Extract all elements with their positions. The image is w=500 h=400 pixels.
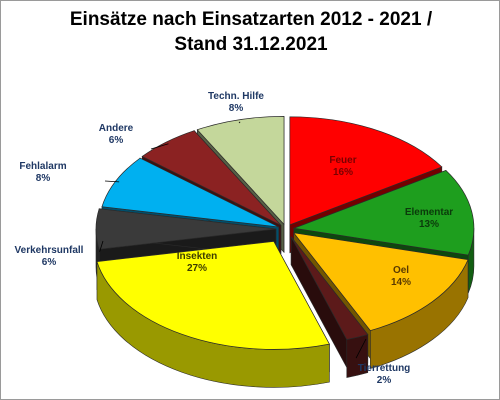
pie-slice-top <box>95 208 277 250</box>
pie-slice-tierrettung <box>290 235 369 378</box>
slice-value-elementar: 13% <box>419 219 439 230</box>
slice-label-verkehrsunfall: Verkehrsunfall <box>15 245 84 256</box>
slice-label-fehlalarm: Fehlalarm <box>19 161 66 172</box>
slice-value-insekten: 27% <box>187 263 207 274</box>
slice-value-oel: 14% <box>391 277 411 288</box>
pie-slice-top <box>101 157 279 228</box>
slice-value-feuer: 16% <box>333 167 353 178</box>
chart-title-line-2: Stand 31.12.2021 <box>174 34 328 55</box>
slice-label-insekten: Insekten <box>177 251 218 262</box>
leader-line-andere <box>150 143 169 150</box>
leader-line-tierrettung <box>355 338 367 359</box>
slice-label-techn-hilfe: Techn. Hilfe <box>208 91 264 102</box>
pie-slice-top <box>289 116 443 226</box>
pie-slice-top <box>196 116 285 226</box>
slice-label-feuer: Feuer <box>329 155 356 166</box>
chart-title-line-1: Einsätze nach Einsatzarten 2012 - 2021 / <box>69 9 433 30</box>
slice-label-andere: Andere <box>99 123 134 134</box>
slice-label-tierrettung: Tierrettung <box>358 363 411 374</box>
chart-title: Einsätze nach Einsatzarten 2012 - 2021 /… <box>1 7 499 57</box>
pie-slice-insekten <box>96 241 330 388</box>
slice-value-tierrettung: 2% <box>377 375 392 386</box>
leader-line-fehlalarm <box>104 180 120 183</box>
pie-slice-top <box>292 232 469 331</box>
pie-slice-top <box>292 169 475 256</box>
leader-line-techn-hilfe <box>238 121 241 124</box>
slice-label-elementar: Elementar <box>405 207 453 218</box>
slice-value-fehlalarm: 8% <box>36 173 51 184</box>
slice-value-techn-hilfe: 8% <box>229 103 244 114</box>
slice-value-andere: 6% <box>109 135 124 146</box>
slice-value-verkehrsunfall: 6% <box>42 257 57 268</box>
pie-slice-top <box>141 130 282 226</box>
slice-label-oel: Oel <box>393 265 409 276</box>
leader-line-verkehrsunfall <box>99 240 104 252</box>
pie-slice-top <box>96 241 330 350</box>
pie-slice-top <box>290 236 369 340</box>
